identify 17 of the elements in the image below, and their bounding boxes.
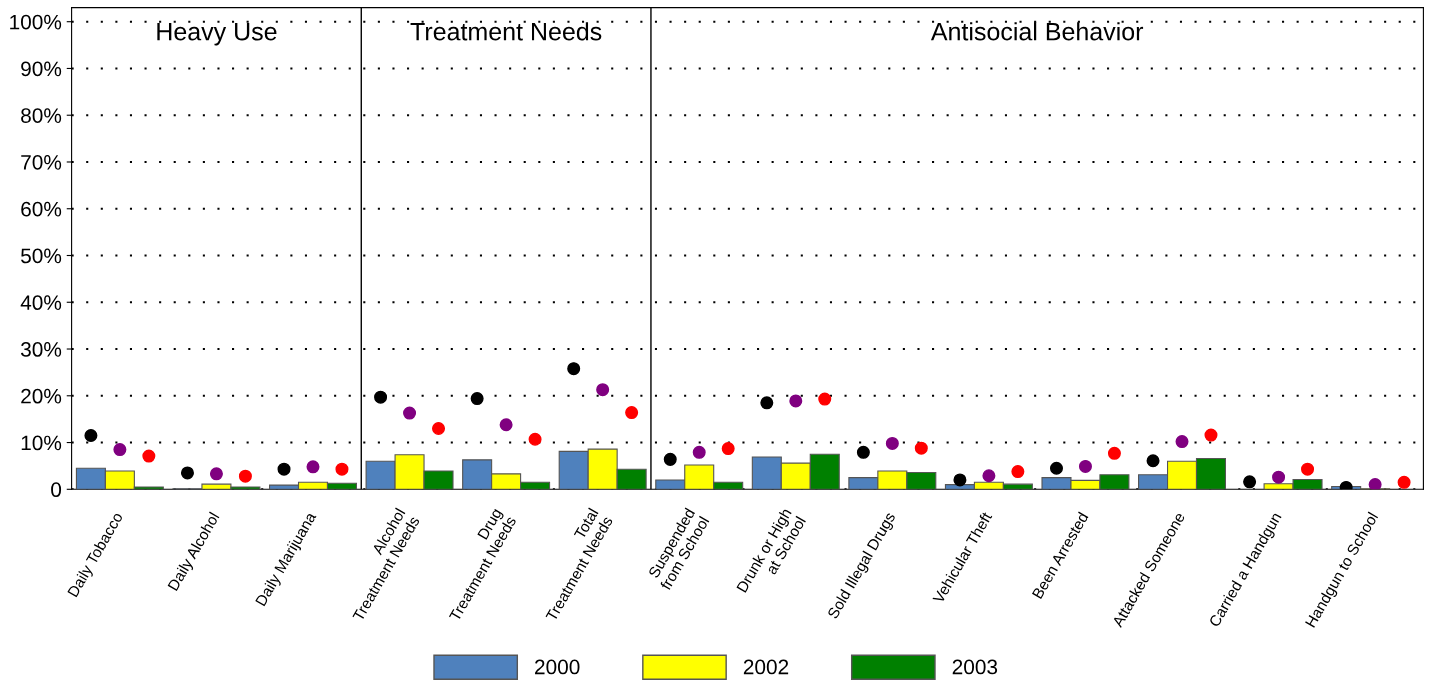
annotation: Antisocial Behavior [930, 22, 1144, 41]
legend-label: 2002 [743, 659, 789, 675]
legend-label: 2003 [952, 659, 998, 675]
y-tick-label: 0 [51, 482, 62, 498]
y-tick-label: 80% [21, 108, 62, 123]
y-tick-label: 100% [10, 14, 62, 30]
y-tick-label: 60% [21, 201, 62, 217]
y-tick-label: 10% [21, 435, 62, 451]
y-tick-label: 50% [21, 248, 62, 264]
y-tick-label: 20% [21, 388, 62, 404]
y-tick-label: 30% [20, 342, 62, 357]
annotation: Treatment Needs [410, 22, 602, 41]
y-tick-label: 70% [21, 154, 62, 170]
legend-label: 2000 [535, 659, 580, 675]
y-tick-label: 40% [20, 295, 62, 311]
annotation: Heavy Use [157, 23, 277, 46]
y-tick-label: 90% [21, 61, 62, 77]
